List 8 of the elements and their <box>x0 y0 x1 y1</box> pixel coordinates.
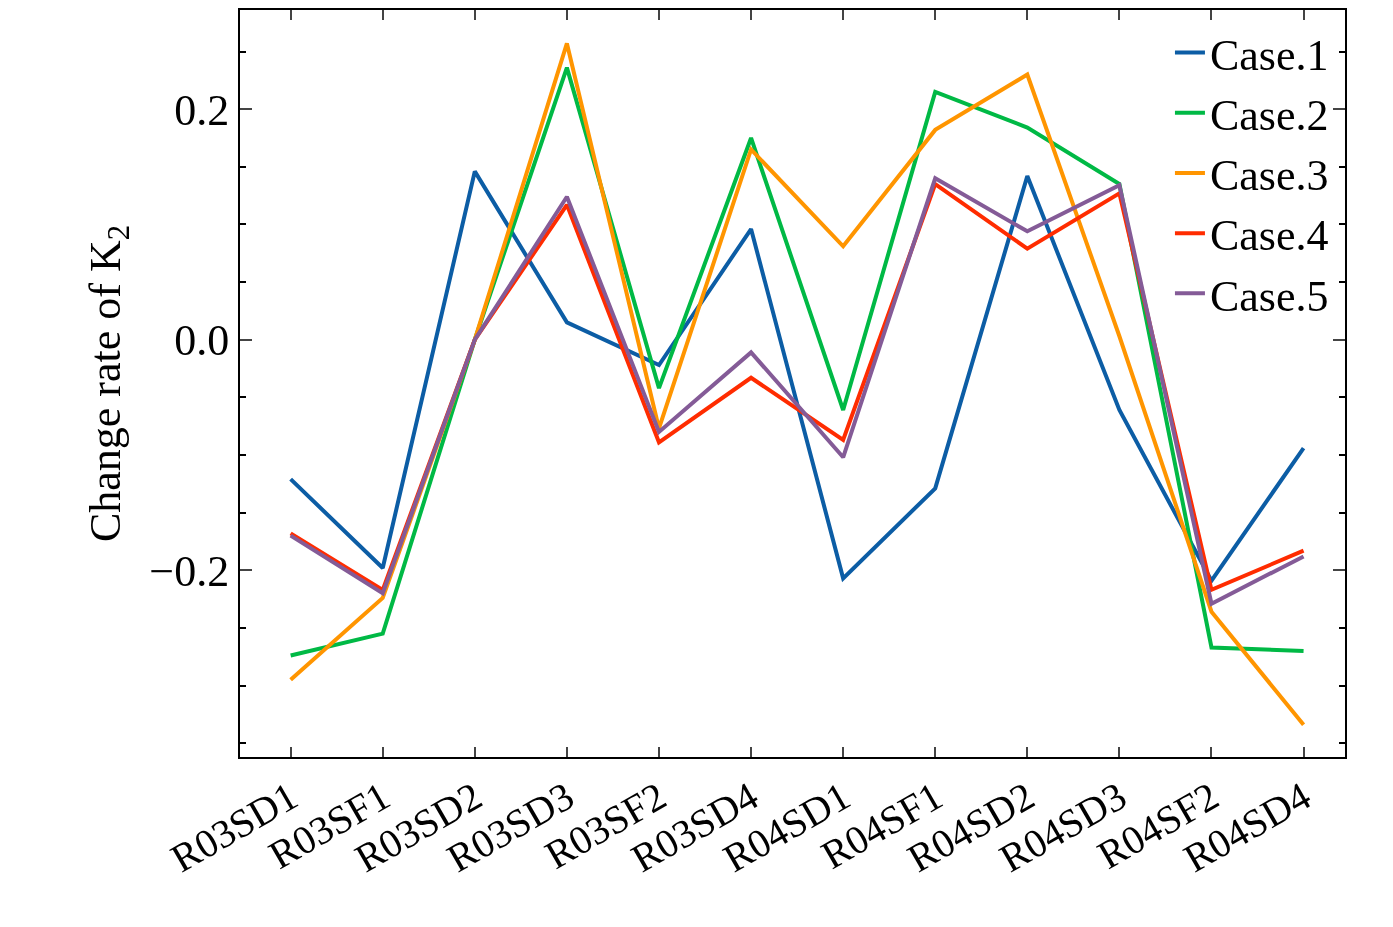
legend-label: Case.2 <box>1209 90 1329 140</box>
y-tick-label: 0.2 <box>174 85 230 135</box>
y-tick-label: 0.0 <box>174 316 230 366</box>
legend-label: Case.1 <box>1209 30 1329 80</box>
y-tick-label: −0.2 <box>149 546 230 596</box>
legend-label: Case.5 <box>1209 271 1329 321</box>
legend-label: Case.3 <box>1209 151 1329 201</box>
legend-label: Case.4 <box>1209 211 1329 261</box>
